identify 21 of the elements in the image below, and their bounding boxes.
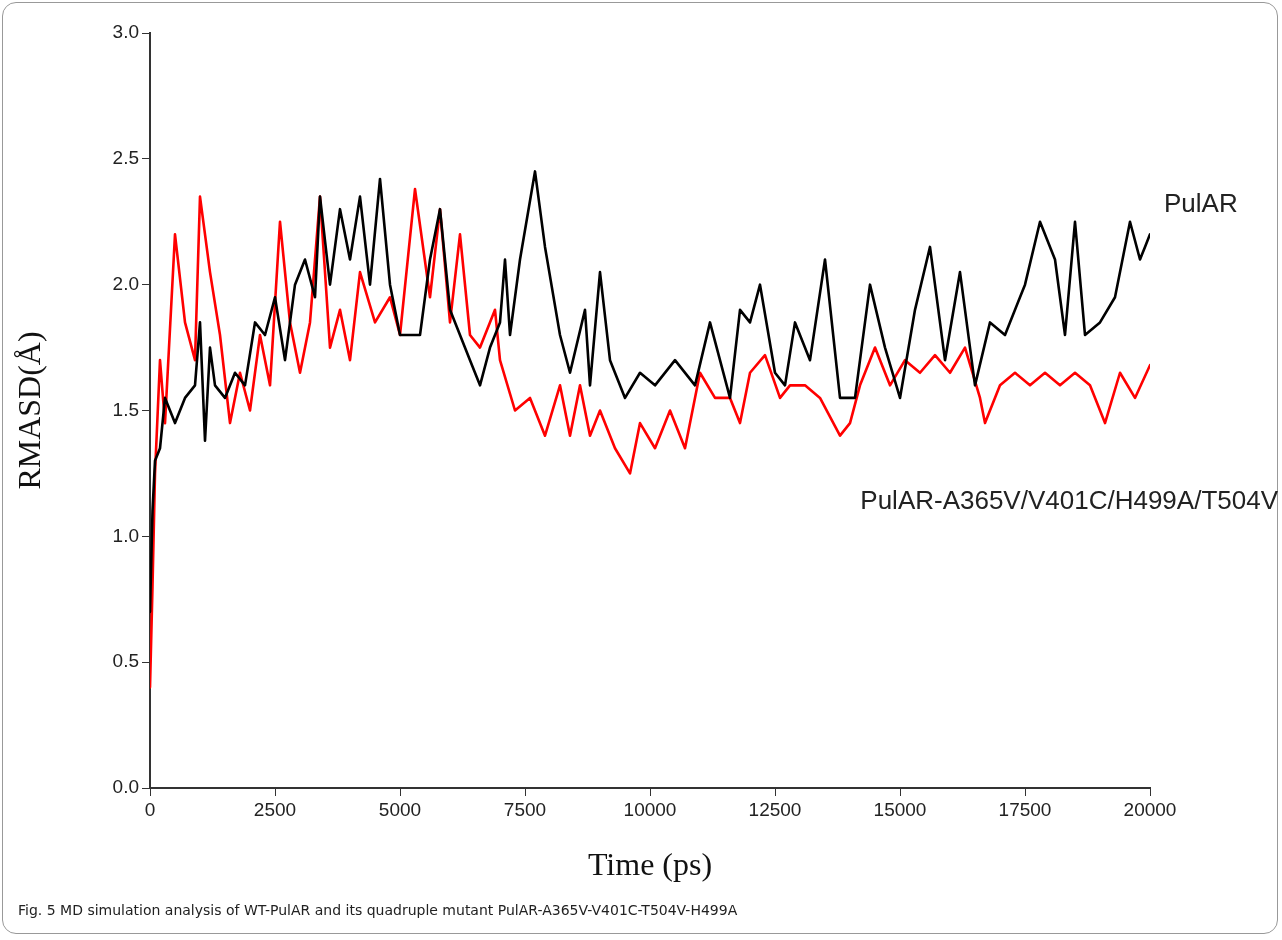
x-axis-title: Time (ps) bbox=[587, 846, 713, 883]
x-tick-label: 0 bbox=[144, 798, 156, 820]
y-tick-label: 0.0 bbox=[112, 776, 139, 798]
text: PulAR-A365V/V401C/H499A/T504V bbox=[860, 484, 1279, 515]
y-tick-label: 3.0 bbox=[112, 21, 139, 43]
caption: Fig. 5 MD simulation analysis of WT-PulAR and its quadruple mutant PulAR-A365V-V401C-T504V-H499A bbox=[18, 902, 738, 918]
y-tick-label: 1.0 bbox=[112, 524, 139, 546]
x-tick-label: 12500 bbox=[748, 798, 802, 820]
x-tick-label: 5000 bbox=[378, 798, 422, 820]
y-tick-label: 2.0 bbox=[112, 272, 139, 294]
y-tick-label: 0.5 bbox=[112, 650, 139, 672]
x-tick-label: 17500 bbox=[998, 798, 1052, 820]
x-tick-label: 7500 bbox=[503, 798, 547, 820]
x-tick-label: 15000 bbox=[873, 798, 927, 820]
y-tick-label: 2.5 bbox=[112, 147, 139, 169]
x-tick-label: 20000 bbox=[1123, 798, 1177, 820]
y-tick-label: 1.5 bbox=[112, 398, 139, 420]
series-label: PulAR bbox=[1164, 187, 1238, 218]
y-axis-title: RMASD(Å) bbox=[10, 331, 47, 490]
x-tick-label: 10000 bbox=[623, 798, 677, 820]
x-tick-label: 2500 bbox=[253, 798, 297, 820]
